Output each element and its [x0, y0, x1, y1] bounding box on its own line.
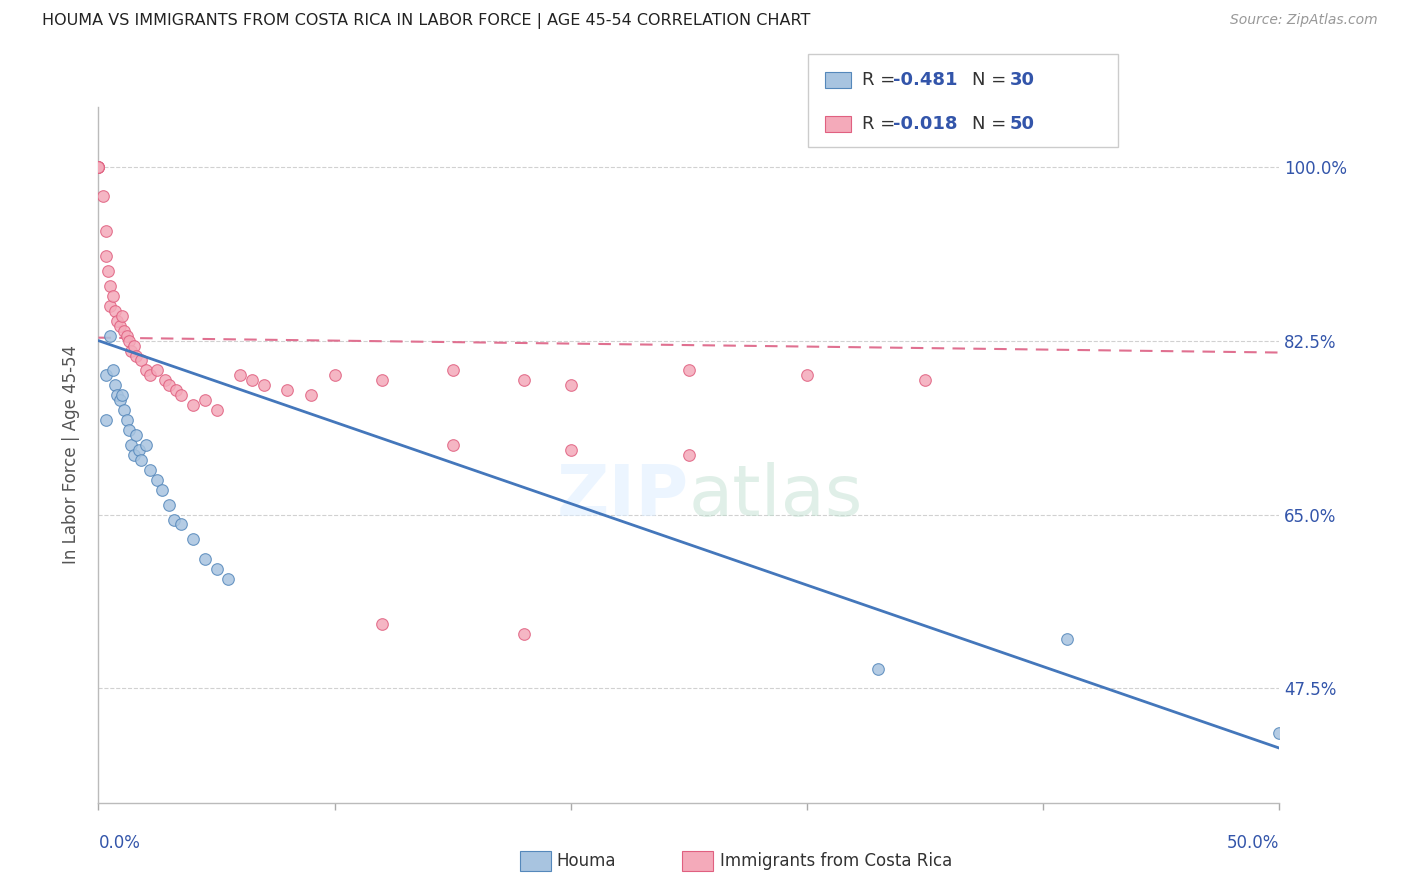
Point [101, 289, 124, 303]
Point [122, 338, 145, 352]
Point [441, 438, 464, 452]
Point [115, 328, 138, 343]
Point [194, 552, 217, 566]
Point [87, 160, 110, 174]
Text: ZIP: ZIP [557, 462, 689, 531]
Point [135, 363, 157, 377]
Point [94, 224, 117, 238]
Point [146, 473, 169, 487]
Point [104, 378, 127, 392]
Point [122, 448, 145, 462]
Point [94, 249, 117, 263]
Point [104, 303, 127, 318]
Point [105, 388, 128, 402]
Text: 0.0%: 0.0% [98, 834, 141, 852]
Point [108, 318, 131, 333]
Point [121, 343, 143, 358]
Point [101, 363, 124, 377]
Point [87, 160, 110, 174]
Point [866, 662, 889, 676]
Point [678, 448, 700, 462]
Point [205, 562, 228, 576]
Point [153, 373, 176, 387]
Point [135, 438, 157, 452]
Point [157, 378, 180, 392]
Point [150, 483, 173, 497]
Text: R =: R = [862, 115, 901, 133]
Point [914, 373, 936, 387]
Point [118, 334, 141, 348]
Point [125, 428, 148, 442]
Point [1056, 632, 1078, 646]
Point [98, 299, 121, 313]
Point [441, 363, 464, 377]
Point [678, 363, 700, 377]
Point [371, 616, 394, 631]
Text: -0.018: -0.018 [893, 115, 957, 133]
Point [323, 368, 346, 383]
Point [112, 324, 135, 338]
Point [105, 314, 128, 328]
Text: 50.0%: 50.0% [1227, 834, 1279, 852]
Point [91, 189, 114, 203]
Point [94, 368, 117, 383]
Point [129, 453, 152, 467]
Point [1268, 726, 1291, 740]
Text: R =: R = [862, 70, 901, 88]
Point [111, 309, 134, 323]
Text: Source: ZipAtlas.com: Source: ZipAtlas.com [1230, 13, 1378, 28]
Point [98, 279, 121, 293]
Point [129, 353, 152, 368]
Point [796, 368, 818, 383]
Text: HOUMA VS IMMIGRANTS FROM COSTA RICA IN LABOR FORCE | AGE 45-54 CORRELATION CHART: HOUMA VS IMMIGRANTS FROM COSTA RICA IN L… [42, 13, 810, 29]
Point [229, 368, 252, 383]
Point [97, 264, 120, 278]
Point [170, 388, 193, 402]
Point [299, 388, 322, 402]
Point [121, 438, 143, 452]
Point [146, 363, 169, 377]
Point [98, 328, 121, 343]
Point [139, 463, 162, 477]
Point [194, 393, 217, 408]
Point [108, 393, 131, 408]
Point [217, 572, 239, 586]
Y-axis label: In Labor Force | Age 45-54: In Labor Force | Age 45-54 [62, 345, 80, 565]
Point [125, 349, 148, 363]
Point [157, 498, 180, 512]
Point [181, 398, 204, 412]
Point [165, 384, 187, 398]
Point [118, 423, 141, 437]
Text: -0.481: -0.481 [893, 70, 957, 88]
Point [512, 373, 534, 387]
Point [87, 160, 110, 174]
Text: atlas: atlas [689, 462, 863, 531]
Point [115, 413, 138, 427]
Point [128, 442, 150, 457]
Text: Houma: Houma [557, 852, 616, 870]
Text: 30: 30 [1010, 70, 1035, 88]
Point [371, 373, 394, 387]
Point [94, 413, 117, 427]
Text: 50: 50 [1010, 115, 1035, 133]
Point [111, 388, 134, 402]
Point [181, 533, 204, 547]
Point [87, 160, 110, 174]
Point [276, 384, 298, 398]
Text: Immigrants from Costa Rica: Immigrants from Costa Rica [720, 852, 952, 870]
Point [512, 627, 534, 641]
Point [163, 512, 186, 526]
Point [205, 403, 228, 417]
Point [112, 403, 135, 417]
Point [240, 373, 263, 387]
Point [560, 442, 582, 457]
Point [170, 517, 193, 532]
Point [253, 378, 276, 392]
Point [560, 378, 582, 392]
Text: N =: N = [972, 70, 1011, 88]
Point [139, 368, 162, 383]
Text: N =: N = [972, 115, 1011, 133]
